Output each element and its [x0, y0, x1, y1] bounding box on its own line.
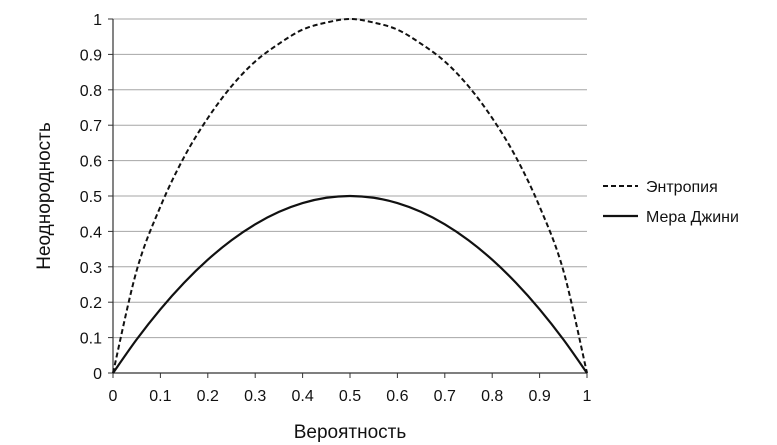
y-tick-label: 0.6	[80, 154, 102, 171]
axes	[108, 18, 588, 378]
y-tick-label: 1	[93, 12, 102, 29]
y-tick-label: 0.8	[80, 83, 102, 100]
y-tick-label: 0.1	[80, 331, 102, 348]
y-tick-label: 0	[93, 366, 102, 383]
x-axis-title: Вероятность	[294, 422, 407, 443]
gridlines	[113, 18, 587, 339]
x-tick-label: 0.6	[386, 388, 408, 405]
y-tick-label: 0.2	[80, 295, 102, 312]
tick-labels: 0 0.1 0.2 0.3 0.4 0.5 0.6 0.7 0.8 0.9 1 0 0.1 0.2 0.3 0…	[80, 12, 592, 405]
y-tick-label: 0.5	[80, 189, 102, 206]
y-tick-label: 0.3	[80, 260, 102, 277]
y-tick-label: 0.7	[80, 118, 102, 135]
x-tick-label: 0.1	[149, 388, 171, 405]
x-tick-label: 0.8	[481, 388, 503, 405]
x-tick-label: 0.5	[339, 388, 361, 405]
legend-label-gini: Мера Джини	[646, 209, 739, 226]
y-tick-label: 0.4	[80, 224, 102, 241]
x-tick-label: 0.4	[291, 388, 313, 405]
legend: Энтропия Мера Джини	[603, 179, 739, 226]
x-tick-label: 0.2	[197, 388, 219, 405]
x-tick-label: 0.9	[528, 388, 550, 405]
x-tick-label: 0.3	[244, 388, 266, 405]
series-lines	[112, 17, 588, 374]
series-line-entropy	[112, 17, 588, 374]
x-tick-label: 1	[583, 388, 592, 405]
series-line-gini	[112, 194, 588, 374]
y-tick-label: 0.9	[80, 47, 102, 64]
x-tick-label: 0	[109, 388, 118, 405]
x-tick-label: 0.7	[434, 388, 456, 405]
legend-label-entropy: Энтропия	[646, 179, 718, 196]
y-axis-title: Неоднородность	[34, 122, 55, 270]
